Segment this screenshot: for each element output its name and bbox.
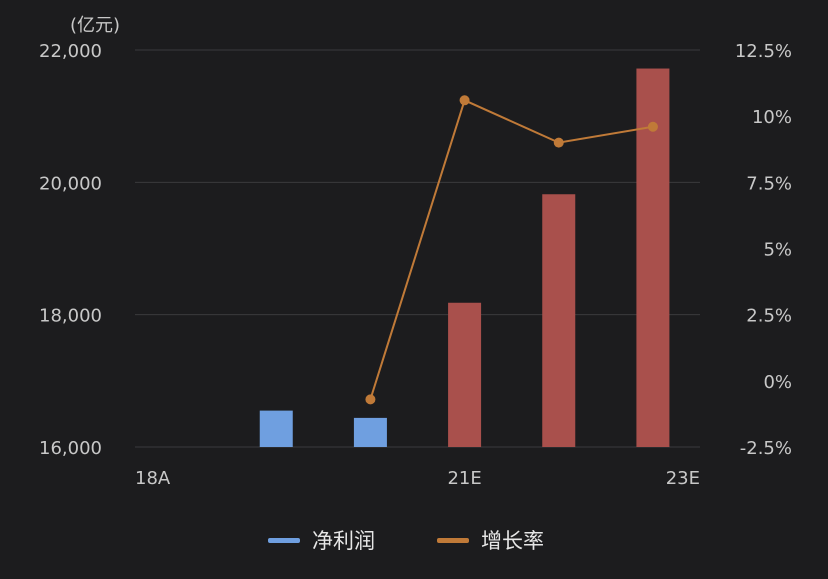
bar[interactable] [448, 302, 482, 447]
legend-label-growth-rate: 增长率 [481, 529, 544, 553]
y-right-tick-label: 0% [763, 372, 792, 393]
legend-item-growth-rate[interactable]: 增长率 [437, 529, 544, 553]
axis-layer: (亿元) 22,000 20,000 18,000 16,000 12.5% 10% 7.5… [39, 15, 792, 489]
growth-rate-line [369, 98, 654, 400]
x-tick-label: 21E [447, 468, 481, 489]
bar[interactable] [259, 410, 293, 447]
line-layer [365, 95, 658, 405]
y-right-tick-label: 10% [752, 107, 792, 128]
y-right-tick-label: 5% [763, 240, 792, 261]
bar[interactable] [542, 194, 576, 447]
y-left-tick-label: 16,000 [39, 438, 102, 459]
bar-layer [259, 68, 670, 447]
y-right-tick-label: 12.5% [735, 41, 792, 62]
y-left-tick-label: 20,000 [39, 173, 102, 194]
growth-rate-point[interactable] [365, 394, 376, 405]
legend-label-net-profit: 净利润 [312, 529, 375, 553]
legend-item-net-profit[interactable]: 净利润 [268, 529, 375, 553]
y-left-tick-label: 18,000 [39, 306, 102, 327]
legend: 净利润 增长率 [268, 529, 544, 553]
growth-rate-point[interactable] [553, 137, 564, 148]
legend-swatch-net-profit [268, 538, 300, 543]
x-tick-label: 18A [135, 468, 171, 489]
growth-rate-point[interactable] [647, 121, 658, 132]
x-tick-label: 23E [666, 468, 700, 489]
y-unit-label: (亿元) [70, 15, 120, 36]
legend-swatch-growth-rate [437, 538, 469, 543]
growth-rate-point[interactable] [459, 95, 470, 106]
y-right-tick-label: 7.5% [746, 173, 792, 194]
y-right-tick-label: 2.5% [746, 306, 792, 327]
y-right-tick-label: -2.5% [740, 438, 792, 459]
grid-layer [135, 49, 700, 448]
y-left-tick-label: 22,000 [39, 41, 102, 62]
bar[interactable] [353, 417, 387, 447]
